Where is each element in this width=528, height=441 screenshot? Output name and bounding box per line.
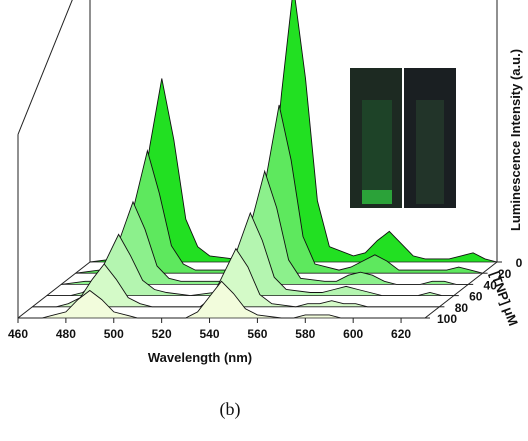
- y-axis-title: Luminescence Intensity (a.u.): [508, 49, 523, 231]
- spectrum: [75, 104, 483, 274]
- x-tick-label: 560: [247, 327, 267, 341]
- z-axis-title: [TNP] μM: [487, 269, 521, 328]
- x-tick-label: 600: [343, 327, 363, 341]
- x-axis-title: Wavelength (nm): [148, 350, 252, 365]
- x-tick-label: 520: [152, 327, 172, 341]
- x-tick-label: 540: [200, 327, 220, 341]
- spectrum-fill: [90, 0, 497, 262]
- inset-glow: [416, 100, 444, 204]
- x-tick-label: 480: [56, 327, 76, 341]
- z-tick-label: 20: [498, 267, 512, 281]
- axis-line: [17, 261, 91, 319]
- inset-glow: [362, 190, 392, 204]
- x-tick-label: 460: [8, 327, 28, 341]
- caption: (b): [220, 399, 241, 420]
- x-tick-label: 620: [391, 327, 411, 341]
- spectrum-fill: [75, 104, 483, 274]
- z-tick-label: 100: [437, 312, 457, 326]
- spectrum-fill: [18, 281, 425, 318]
- z-tick-label: 80: [455, 301, 469, 315]
- inset-glow: [362, 100, 392, 190]
- x-tick-label: 500: [104, 327, 124, 341]
- axis-line: [424, 261, 498, 319]
- z-tick-label: 0: [516, 256, 523, 270]
- axis-line: [17, 0, 73, 135]
- spectrum: [89, 0, 498, 263]
- z-tick-label: 40: [484, 278, 498, 292]
- insets: [350, 68, 456, 208]
- spectrum-fill: [32, 248, 440, 307]
- z-tick-label: 60: [469, 290, 483, 304]
- spectrum-fill: [46, 213, 454, 296]
- x-tick-label: 580: [295, 327, 315, 341]
- spectrum-fill: [61, 171, 469, 285]
